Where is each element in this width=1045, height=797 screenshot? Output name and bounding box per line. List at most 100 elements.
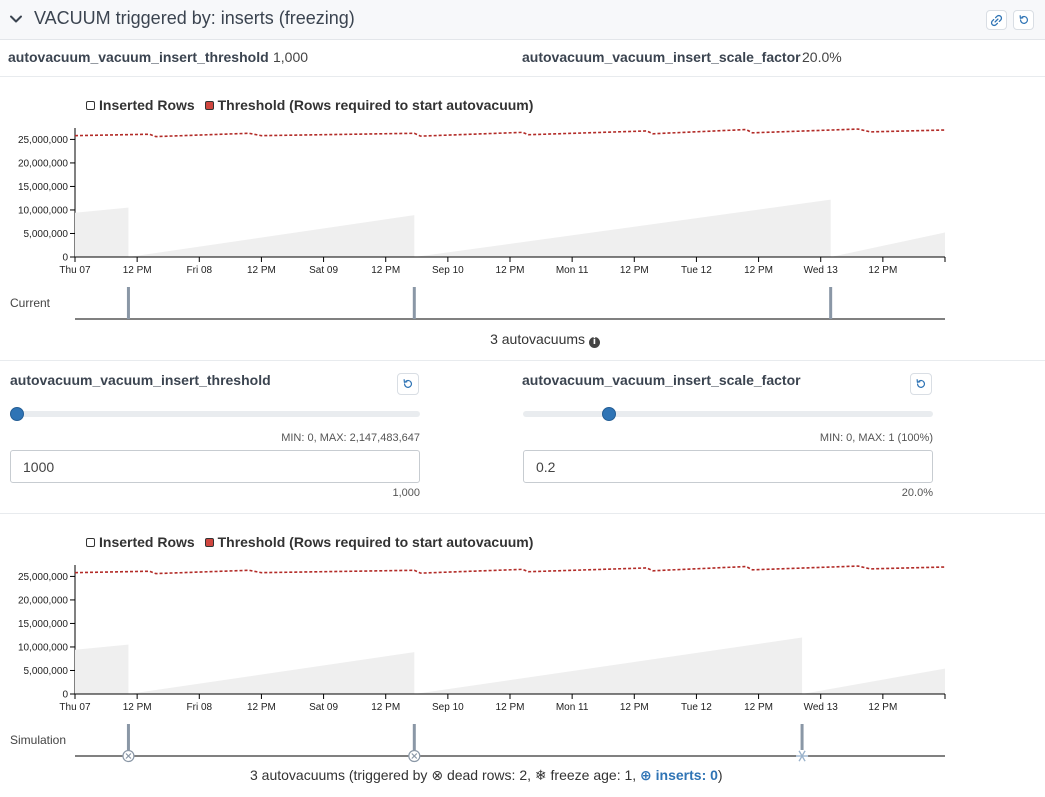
legend-item-threshold[interactable]: Threshold (Rows required to start autova… bbox=[204, 97, 534, 113]
divider bbox=[0, 513, 1045, 514]
x-tick-label: Tue 12 bbox=[681, 702, 712, 713]
legend-label: Threshold (Rows required to start autova… bbox=[217, 534, 534, 550]
y-tick-label: 0 bbox=[62, 253, 68, 264]
current-caption: 3 autovacuums i bbox=[0, 331, 1045, 348]
setting-name: autovacuum_vacuum_insert_threshold bbox=[8, 49, 269, 65]
threshold-slider-handle[interactable] bbox=[10, 407, 24, 421]
x-tick-label: Sat 09 bbox=[309, 265, 338, 276]
y-tick-label: 10,000,000 bbox=[18, 642, 68, 653]
inserted-rows-area bbox=[802, 668, 945, 694]
legend-item-threshold[interactable]: Threshold (Rows required to start autova… bbox=[204, 534, 534, 550]
y-tick-label: 25,000,000 bbox=[18, 135, 68, 146]
link-button[interactable] bbox=[986, 10, 1007, 30]
chart-legend: Inserted Rows Threshold (Rows required t… bbox=[86, 97, 539, 113]
x-tick-label: 12 PM bbox=[620, 265, 649, 276]
setting-value: 20.0% bbox=[802, 49, 842, 65]
scale-factor-formatted-value: 20.0% bbox=[901, 487, 933, 499]
x-tick-label: 12 PM bbox=[496, 702, 525, 713]
legend-swatch bbox=[204, 538, 214, 547]
panel-title: VACUUM triggered by: inserts (freezing) bbox=[34, 8, 355, 28]
inserted-rows-area bbox=[128, 215, 415, 257]
x-tick-label: 12 PM bbox=[744, 702, 773, 713]
reset-threshold-button[interactable] bbox=[397, 373, 419, 395]
snowflake-arm bbox=[798, 750, 806, 762]
legend-item-inserted[interactable]: Inserted Rows bbox=[86, 97, 195, 113]
x-tick-label: 12 PM bbox=[247, 265, 276, 276]
simulation-events-track bbox=[75, 724, 945, 763]
dead-rows-marker-cross bbox=[411, 753, 418, 759]
current-settings-row: autovacuum_vacuum_insert_threshold 1,000… bbox=[0, 40, 1045, 77]
x-tick-label: Sep 10 bbox=[432, 702, 464, 713]
divider bbox=[0, 360, 1045, 361]
x-tick-label: 12 PM bbox=[620, 702, 649, 713]
threshold-line bbox=[74, 565, 946, 575]
inserted-rows-area bbox=[75, 644, 129, 694]
y-tick-label: 10,000,000 bbox=[18, 205, 68, 216]
scale-factor-slider-track[interactable] bbox=[523, 411, 933, 417]
x-tick-label: Fri 08 bbox=[187, 265, 213, 276]
threshold-input[interactable] bbox=[10, 450, 420, 483]
reset-icon bbox=[916, 379, 926, 388]
current-caption-text: 3 autovacuums bbox=[490, 331, 586, 347]
x-tick-label: Mon 11 bbox=[556, 702, 589, 713]
autovacuum-event-marker bbox=[126, 287, 130, 319]
scale-factor-slider-handle[interactable] bbox=[602, 407, 617, 421]
x-tick-label: 12 PM bbox=[247, 702, 276, 713]
setting-name: autovacuum_vacuum_insert_scale_factor bbox=[522, 49, 801, 65]
threshold-formatted-value: 1,000 bbox=[392, 487, 420, 499]
reset-scale-factor-button[interactable] bbox=[910, 373, 932, 395]
simulation-caption: 3 autovacuums (triggered by ⊗ dead rows:… bbox=[250, 767, 723, 784]
legend-label: Inserted Rows bbox=[99, 97, 195, 113]
x-tick-label: 12 PM bbox=[868, 702, 897, 713]
reset-all-button[interactable] bbox=[1013, 10, 1034, 30]
y-tick-label: 25,000,000 bbox=[18, 572, 68, 583]
scale-factor-input[interactable] bbox=[523, 450, 933, 483]
chevron-down-icon[interactable] bbox=[8, 11, 24, 27]
y-tick-label: 20,000,000 bbox=[18, 595, 68, 606]
legend-label: Threshold (Rows required to start autova… bbox=[217, 97, 534, 113]
autovacuum-event-marker bbox=[829, 287, 833, 319]
inserted-rows-area bbox=[75, 207, 129, 257]
x-tick-label: Wed 13 bbox=[804, 265, 839, 276]
current-events-track bbox=[75, 287, 945, 320]
x-tick-label: 12 PM bbox=[371, 702, 400, 713]
x-tick-label: Mon 11 bbox=[556, 265, 589, 276]
inserted-rows-area bbox=[414, 637, 803, 694]
legend-label: Inserted Rows bbox=[99, 534, 195, 550]
caption-suffix: ) bbox=[717, 767, 723, 783]
y-tick-label: 15,000,000 bbox=[18, 182, 68, 193]
setting-value: 1,000 bbox=[273, 49, 309, 65]
x-tick-label: Tue 12 bbox=[681, 265, 712, 276]
y-tick-label: 5,000,000 bbox=[24, 666, 69, 677]
x-tick-label: Sat 09 bbox=[309, 702, 338, 713]
y-tick-label: 20,000,000 bbox=[18, 158, 68, 169]
scale-factor-minmax: MIN: 0, MAX: 1 (100%) bbox=[819, 432, 933, 444]
inserted-rows-area bbox=[414, 199, 831, 257]
legend-swatch bbox=[86, 101, 95, 110]
freeze-age-count: freeze age: 1, bbox=[550, 767, 637, 783]
current-row-label: Current bbox=[10, 296, 51, 310]
x-tick-label: Thu 07 bbox=[59, 265, 91, 276]
x-tick-label: 12 PM bbox=[744, 265, 773, 276]
inserts-count[interactable]: inserts: 0 bbox=[655, 767, 718, 783]
dead-rows-count: dead rows: 2, bbox=[446, 767, 532, 783]
autovacuum-event-marker bbox=[412, 724, 416, 750]
snowflake-icon: ❄ bbox=[534, 768, 547, 784]
info-icon[interactable]: i bbox=[588, 337, 600, 348]
caption-prefix: 3 autovacuums (triggered by bbox=[250, 767, 428, 783]
x-tick-label: 12 PM bbox=[123, 702, 152, 713]
legend-item-inserted[interactable]: Inserted Rows bbox=[86, 534, 195, 550]
y-tick-label: 15,000,000 bbox=[18, 619, 68, 630]
threshold-slider-track[interactable] bbox=[10, 411, 420, 417]
autovacuum-event-marker bbox=[126, 724, 130, 750]
panel-header[interactable]: VACUUM triggered by: inserts (freezing) bbox=[0, 0, 1045, 40]
simulation-chart: 25,000,000 20,000,000 15,000,000 10,000,000… bbox=[18, 565, 946, 713]
inserted-rows-area bbox=[128, 652, 415, 694]
y-tick-label: 5,000,000 bbox=[24, 229, 69, 240]
reset-icon bbox=[403, 379, 413, 388]
snowflake-marker-icon bbox=[796, 750, 809, 762]
inserted-rows-area bbox=[830, 232, 945, 257]
x-tick-label: Wed 13 bbox=[804, 702, 839, 713]
autovacuum-event-marker bbox=[412, 287, 416, 319]
